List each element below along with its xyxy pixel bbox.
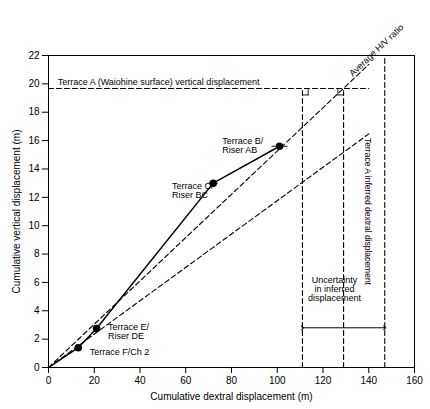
svg-text:Cumulative dextral displacemen: Cumulative dextral displacement (m) (150, 391, 312, 402)
svg-text:20: 20 (28, 78, 40, 89)
svg-text:100: 100 (269, 375, 286, 386)
svg-text:140: 140 (360, 375, 377, 386)
svg-text:Uncertaintyin inferreddisplace: Uncertaintyin inferreddisplacement (308, 275, 362, 303)
svg-text:Cumulative vertical displaceme: Cumulative vertical displacement (m) (11, 130, 22, 294)
svg-text:Average H/V ratio: Average H/V ratio (347, 22, 405, 78)
svg-text:40: 40 (134, 375, 146, 386)
svg-text:60: 60 (180, 375, 192, 386)
svg-text:6: 6 (34, 277, 40, 288)
svg-text:22: 22 (28, 50, 40, 61)
svg-text:Terrace A inferred dextral dis: Terrace A inferred dextral displacement (363, 138, 373, 286)
svg-text:10: 10 (28, 220, 40, 231)
svg-text:0: 0 (34, 362, 40, 373)
svg-text:Terrace B/Riser AB: Terrace B/Riser AB (222, 136, 264, 155)
svg-text:Terrace A (Waiohine surface) v: Terrace A (Waiohine surface) vertical di… (58, 77, 260, 87)
svg-text:120: 120 (315, 375, 332, 386)
svg-text:16: 16 (28, 135, 40, 146)
svg-text:8: 8 (34, 248, 40, 259)
svg-text:4: 4 (34, 305, 40, 316)
svg-text:Terrace C/Riser BC: Terrace C/Riser BC (172, 181, 214, 200)
svg-text:160: 160 (406, 375, 423, 386)
svg-text:0: 0 (46, 375, 52, 386)
svg-text:20: 20 (89, 375, 101, 386)
svg-text:Terrace F/Ch 2: Terrace F/Ch 2 (90, 347, 150, 357)
svg-text:80: 80 (226, 375, 238, 386)
svg-text:14: 14 (28, 163, 40, 174)
svg-text:18: 18 (28, 106, 40, 117)
svg-text:2: 2 (34, 333, 40, 344)
svg-text:12: 12 (28, 192, 40, 203)
svg-text:Terrace E/Riser DE: Terrace E/Riser DE (108, 322, 150, 341)
